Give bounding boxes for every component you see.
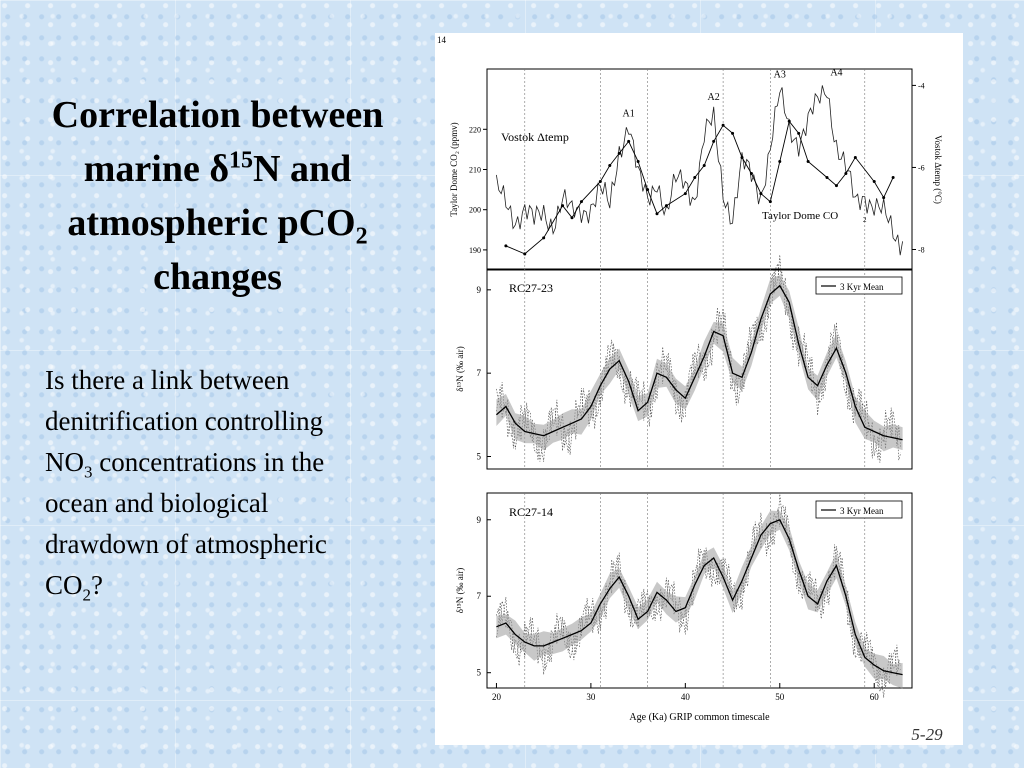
annotation-a2: A2 (708, 92, 720, 103)
rc2714-mean-line (496, 518, 903, 676)
body-part3: ? (91, 570, 103, 600)
top-left-tick-label-3: 220 (469, 125, 481, 134)
taylor-co2-point-12 (655, 212, 659, 216)
taylor-co2-point-23 (768, 200, 772, 204)
taylor-co2-point-14 (683, 192, 687, 196)
taylor-co2-point-27 (806, 159, 810, 163)
rc2714-panel-frame (486, 492, 913, 689)
rc2714-legend-box (815, 500, 903, 519)
taylor-co2-point-5 (579, 200, 583, 204)
taylor-co2-point-18 (721, 123, 725, 127)
rc2714-title: RC27-14 (509, 505, 553, 519)
taylor-co2-point-34 (891, 176, 895, 180)
figure-number: 14 (437, 35, 447, 45)
annotation-a4: A4 (830, 67, 842, 78)
x-tick-label-4: 60 (870, 692, 880, 702)
taylor-co2-point-1 (523, 252, 527, 256)
rc2723-title: RC27-23 (509, 281, 553, 295)
taylor-co2-point-4 (570, 216, 574, 220)
figure-panel: 14 190 200 210 220 -4 -6 -8 Vostok Δtemp Taylor D… (435, 33, 963, 745)
rc2714-mean-band (496, 510, 903, 689)
taylor-co2-point-2 (542, 236, 546, 240)
taylor-co2-point-8 (617, 151, 621, 155)
taylor-co2-point-7 (608, 163, 612, 167)
top-right-tick-label-2: -8 (918, 245, 925, 254)
taylor-co2-point-10 (636, 159, 640, 163)
taylor-co2-point-26 (797, 131, 801, 135)
rc2714-y-tick-label-2: 9 (477, 515, 482, 525)
rc2723-y-tick-label-2: 9 (477, 285, 482, 295)
body-part1: Is there a link between denitrification … (45, 365, 324, 477)
vostok-temp-line (496, 85, 903, 256)
slide-body-text: Is there a link between denitrification … (45, 360, 375, 606)
taylor-co2-point-11 (646, 188, 650, 192)
body-sub2: 2 (82, 585, 92, 605)
taylor-co2-point-3 (561, 204, 565, 208)
body-part2: concentrations in the ocean and biologic… (45, 447, 327, 600)
rc2723-mean-line (495, 284, 903, 441)
taylor-co2-point-9 (627, 139, 631, 143)
taylor-co2-point-13 (664, 204, 668, 208)
x-tick-label-0: 20 (492, 692, 502, 702)
taylor-co2-point-20 (740, 155, 744, 159)
taylor-co2-point-6 (598, 180, 602, 184)
x-tick-label-3: 50 (775, 692, 785, 702)
rc2723-y-tick-label-0: 5 (477, 452, 482, 462)
rc2714-y-tick-label-0: 5 (477, 668, 482, 678)
top-left-tick-label-0: 190 (469, 246, 481, 255)
taylor-co2-point-25 (787, 119, 791, 123)
top-left-axis-title: Taylor Dome CO₂ (ppmv) (449, 122, 459, 216)
body-sub1: 3 (84, 462, 93, 482)
taylor-co2-point-16 (702, 163, 706, 167)
rc2714-legend-label: 3 Kyr Mean (840, 506, 884, 516)
top-left-tick-label-2: 210 (469, 166, 481, 175)
taylor-co2-point-19 (731, 131, 735, 135)
taylor-co2-point-21 (749, 172, 753, 176)
rc2723-y-axis-title: δ¹⁵N (‰ air) (455, 346, 465, 392)
annotation-a1: A1 (623, 108, 635, 119)
x-axis-title: Age (Ka) GRIP common timescale (629, 712, 770, 723)
rc2714-raw-trace-1 (496, 493, 901, 693)
handwritten-note: 5-29 (911, 725, 943, 744)
title-part2: N and atmospheric pCO (67, 148, 356, 244)
rc2714-raw-trace-0 (496, 504, 901, 698)
title-delta: δ (209, 148, 230, 190)
top-right-tick-label-0: -4 (918, 81, 925, 90)
title-sup: 15 (229, 147, 254, 174)
rc2714-y-axis-title: δ¹⁵N (‰ air) (455, 568, 465, 614)
title-part3: changes (153, 256, 282, 298)
title-sub: 2 (355, 223, 368, 250)
taylor-co2-point-31 (853, 155, 857, 159)
rc2723-y-tick-label-1: 7 (477, 368, 482, 378)
taylor-co2-point-22 (759, 192, 763, 196)
taylor-co2-point-24 (778, 159, 782, 163)
rc2723-panel-frame (486, 268, 913, 470)
annotation-a3: A3 (774, 69, 786, 80)
taylor-co2-point-15 (693, 176, 697, 180)
taylor-co2-point-29 (834, 184, 838, 188)
top-right-axis-title: Vostok Δtemp (°C) (933, 135, 943, 204)
taylor-co2-point-33 (882, 196, 886, 200)
title-part1: Correlation between marine (51, 94, 384, 190)
taylor-co2-point-0 (504, 244, 508, 248)
slide-title: Correlation between marine δ15N and atmo… (10, 88, 425, 304)
x-tick-label-1: 30 (586, 692, 596, 702)
rc2714-y-tick-label-1: 7 (477, 591, 482, 601)
top-right-tick-label-1: -6 (918, 163, 925, 172)
taylor-series-label: Taylor Dome CO (762, 210, 838, 222)
vostok-series-label: Vostok Δtemp (501, 130, 569, 144)
rc2723-raw-trace-0 (496, 254, 901, 463)
rc2723-legend-label: 3 Kyr Mean (840, 282, 884, 292)
taylor-co2-point-32 (872, 180, 876, 184)
rc2723-legend-box (815, 276, 903, 295)
taylor-co2-point-30 (844, 172, 848, 176)
top-left-tick-label-1: 200 (469, 206, 481, 215)
taylor-series-label-sub: 2 (863, 216, 867, 224)
taylor-co2-point-17 (712, 139, 716, 143)
taylor-co2-point-28 (825, 176, 829, 180)
x-tick-label-2: 40 (681, 692, 691, 702)
rc2723-mean-band (496, 275, 903, 452)
